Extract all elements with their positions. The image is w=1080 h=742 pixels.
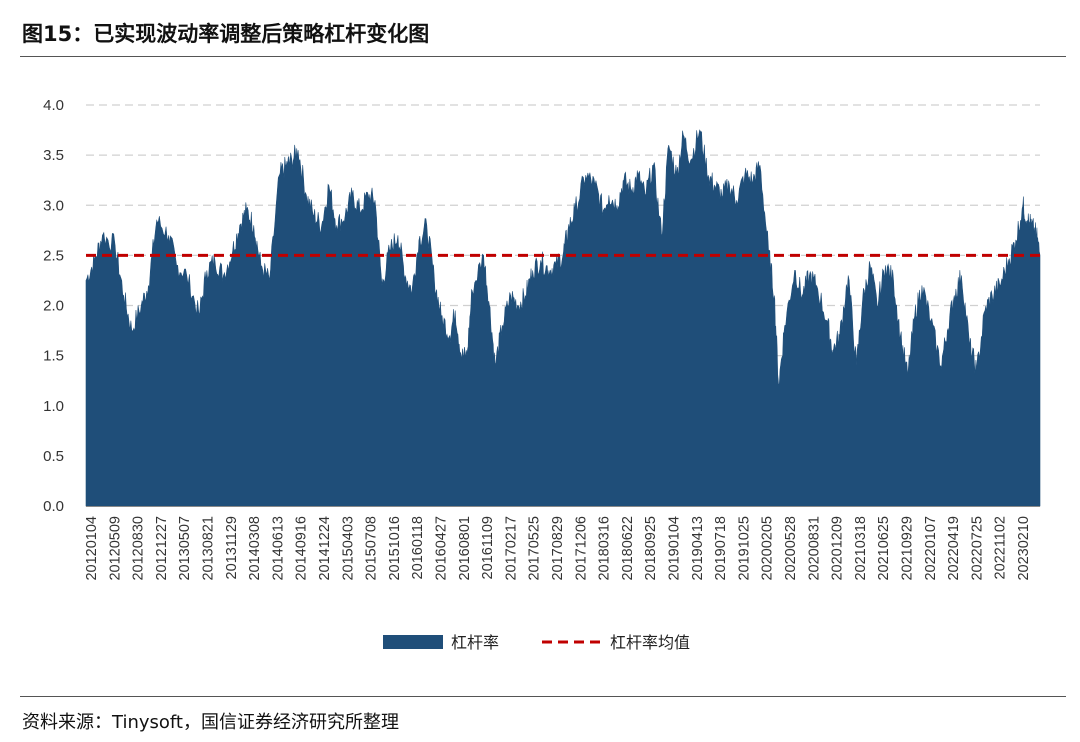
y-tick-label: 2.5 [43,247,64,264]
x-tick-label: 20160427 [434,516,450,581]
x-tick-label: 20190413 [690,516,706,581]
x-tick-label: 20141224 [317,516,333,581]
x-tick-label: 20221102 [993,516,1009,579]
figure-title: 图15：已实现波动率调整后策略杠杆变化图 [22,22,430,46]
x-axis-ticks: 20120104 20120509 20120830 20121227 20130507… [84,516,1032,581]
x-tick-label: 20210625 [876,516,892,581]
legend: 杠杆率 杠杆率均值 [383,633,690,652]
x-tick-label: 20120509 [107,516,123,581]
x-tick-label: 20131129 [224,516,240,579]
legend-label-mean: 杠杆率均值 [610,633,690,652]
y-tick-label: 2.0 [43,298,64,315]
x-tick-label: 20121227 [154,516,170,581]
x-tick-label: 20120104 [84,516,100,581]
x-tick-label: 20161109 [480,516,496,579]
x-tick-label: 20200528 [783,516,799,581]
y-tick-label: 1.5 [43,348,64,365]
y-tick-label: 3.5 [43,147,64,164]
x-tick-label: 20190104 [667,516,683,581]
x-tick-label: 20120830 [131,516,147,581]
x-tick-label: 20170217 [503,516,519,581]
x-tick-label: 20151016 [387,516,403,581]
x-tick-label: 20170525 [527,516,543,581]
y-tick-label: 0.0 [43,498,64,515]
x-tick-label: 20160118 [410,516,426,579]
x-tick-label: 20220725 [969,516,985,581]
top-rule [20,56,1066,57]
x-tick-label: 20201209 [830,516,846,581]
x-tick-label: 20220419 [946,516,962,581]
x-tick-label: 20210318 [853,516,869,581]
x-tick-label: 20210929 [900,516,916,581]
x-tick-label: 20150708 [364,516,380,581]
x-tick-label: 20200205 [760,516,776,581]
x-tick-label: 20180316 [597,516,613,581]
y-axis-ticks: 0.0 0.5 1.0 1.5 2.0 2.5 3.0 3.5 4.0 [43,97,64,515]
x-tick-label: 20140916 [294,516,310,581]
x-tick-label: 20191025 [736,516,752,581]
legend-label-leverage: 杠杆率 [451,633,499,652]
x-tick-label: 20170829 [550,516,566,581]
x-tick-label: 20171206 [573,516,589,581]
legend-swatch-leverage [383,635,443,649]
x-tick-label: 20160801 [457,516,473,581]
x-tick-label: 20200831 [806,516,822,581]
x-tick-label: 20190718 [713,516,729,581]
y-tick-label: 1.0 [43,398,64,415]
x-tick-label: 20150403 [340,516,356,581]
y-tick-label: 3.0 [43,197,64,214]
x-tick-label: 20130507 [177,516,193,581]
x-tick-label: 20180925 [643,516,659,581]
source-note: 资料来源：Tinysoft，国信证券经济研究所整理 [22,712,399,733]
bottom-rule [20,696,1066,697]
x-tick-label: 20140613 [270,516,286,581]
x-tick-label: 20130821 [201,516,217,581]
leverage-area-series [85,129,1041,507]
x-tick-label: 20220107 [923,516,939,581]
y-tick-label: 0.5 [43,448,64,465]
x-tick-label: 20230210 [1016,516,1032,581]
y-tick-label: 4.0 [43,97,64,114]
x-tick-label: 20180622 [620,516,636,581]
x-tick-label: 20140308 [247,516,263,581]
